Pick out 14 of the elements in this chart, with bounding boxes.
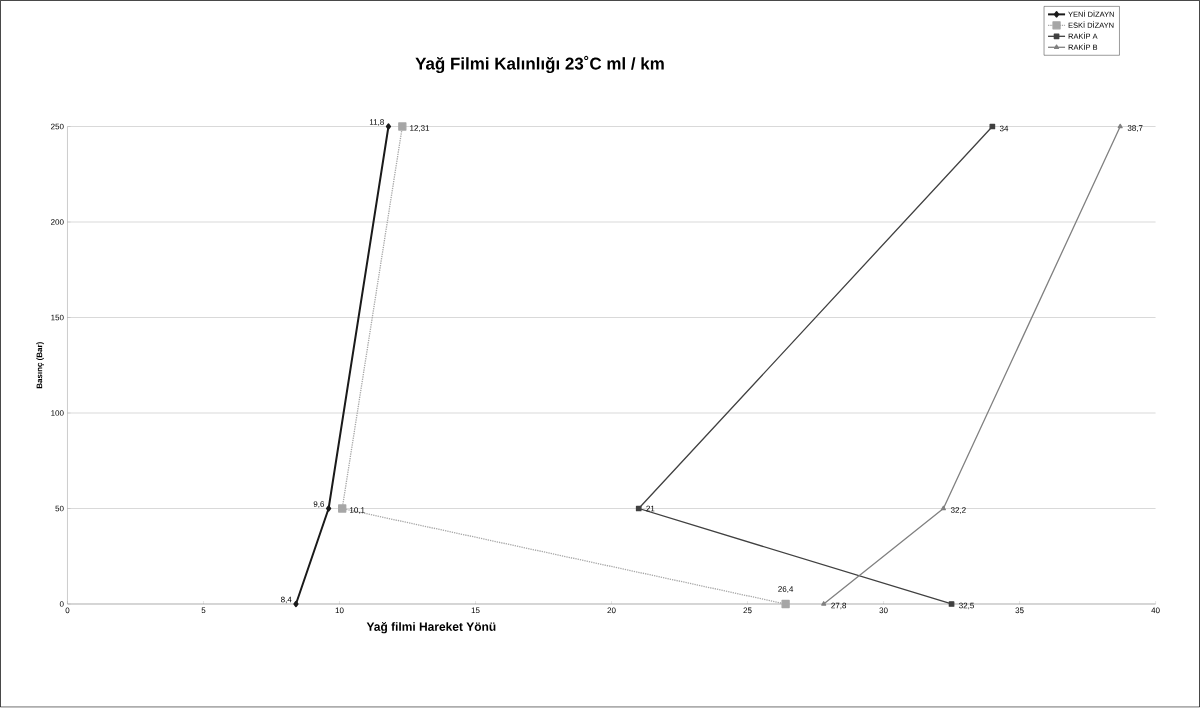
point [948, 601, 955, 608]
point [325, 505, 332, 512]
point [989, 123, 996, 130]
point [1117, 123, 1123, 129]
point [385, 123, 392, 130]
point [293, 601, 299, 608]
point [398, 122, 407, 131]
point [940, 505, 946, 511]
x-axis-title: Yağ filmi Hareket Yönü [366, 622, 496, 634]
chart-title: Yağ Filmi Kalınlığı 23˚C ml / km [415, 56, 664, 74]
point [338, 504, 347, 513]
point [781, 600, 790, 609]
point [821, 601, 827, 606]
point [635, 505, 642, 512]
